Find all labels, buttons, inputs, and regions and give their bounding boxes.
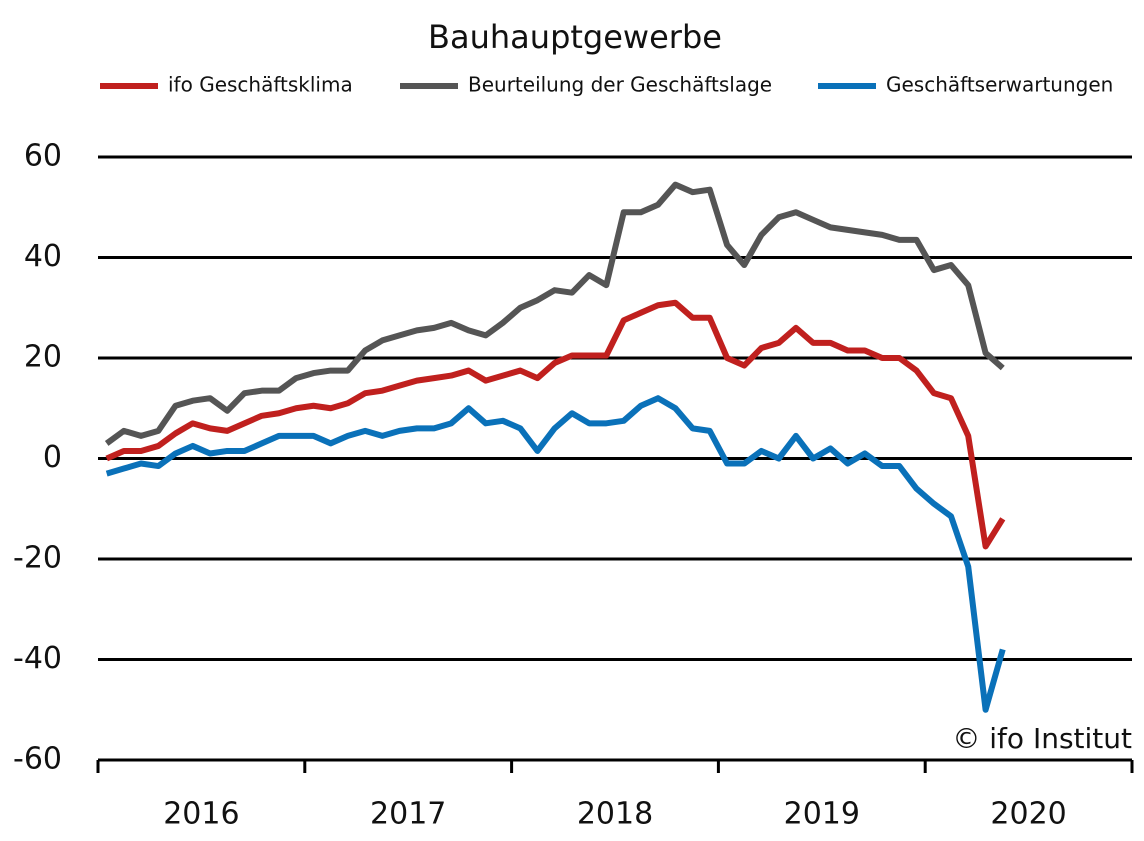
line-series [104, 181, 1005, 446]
y-tick-label: 60 [24, 139, 62, 174]
x-tick-label: 2020 [990, 797, 1066, 832]
x-tick-label: 2018 [577, 797, 653, 832]
legend-label: Beurteilung der Geschäftslage [468, 73, 772, 97]
y-tick-label: 20 [24, 340, 62, 375]
line-series [105, 299, 1006, 550]
y-tick-label: -20 [13, 541, 62, 576]
x-tick-label: 2016 [163, 797, 239, 832]
legend-label: ifo Geschäftsklima [168, 73, 353, 97]
annotation: © ifo Institut [952, 722, 1132, 755]
y-tick-label: -60 [13, 742, 62, 777]
x-tick-label: 2017 [370, 797, 446, 832]
y-tick-label: 0 [43, 440, 62, 475]
y-tick-label: -40 [13, 641, 62, 676]
line-series [105, 395, 1006, 713]
legend-label: Geschäftserwartungen [886, 73, 1113, 97]
y-tick-label: 40 [24, 239, 62, 274]
x-tick-label: 2019 [784, 797, 860, 832]
chart-title: Bauhauptgewerbe [428, 18, 722, 56]
